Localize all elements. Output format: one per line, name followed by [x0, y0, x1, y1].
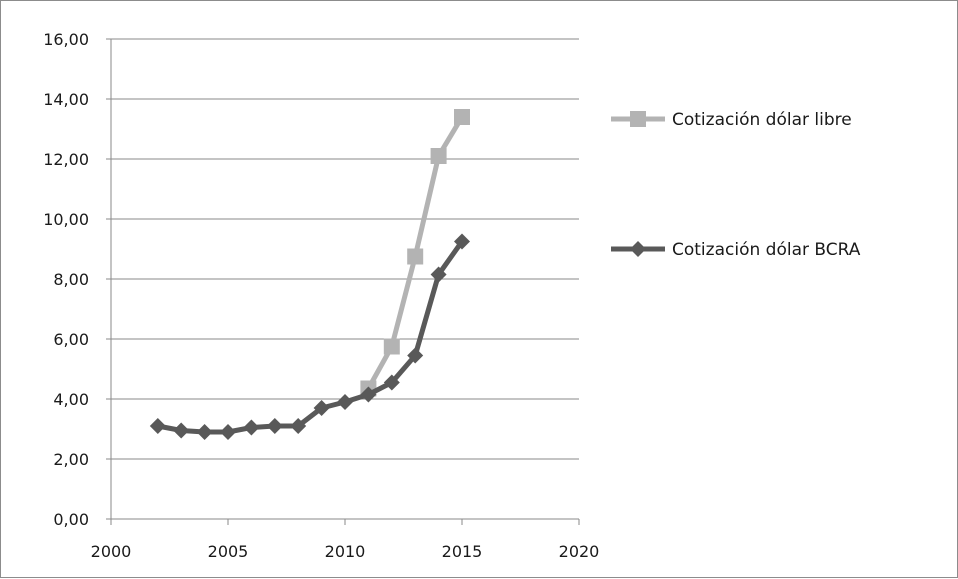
legend-entry: Cotización dólar BCRA [611, 240, 861, 260]
data-point [243, 419, 260, 436]
data-point [454, 109, 470, 125]
data-point [220, 424, 236, 440]
y-tick-label: 16,00 [43, 30, 89, 49]
x-tick-label: 2005 [208, 542, 249, 561]
legend-label: Cotización dólar BCRA [672, 240, 861, 260]
data-point [383, 374, 400, 391]
y-tick-label: 4,00 [53, 390, 89, 409]
legend-label: Cotización dólar libre [672, 110, 852, 130]
data-point [196, 424, 213, 440]
legend: Cotización dólar libre Cotización dólar B… [611, 110, 861, 260]
y-tick-label: 14,00 [43, 90, 89, 109]
data-point [430, 148, 447, 164]
data-point [313, 400, 330, 416]
legend-marker [630, 241, 646, 257]
y-tick-label: 12,00 [43, 150, 89, 169]
series-line [157, 240, 465, 435]
data-point [337, 394, 353, 410]
x-tick-label: 2020 [559, 542, 600, 561]
y-tick-label: 0,00 [53, 510, 89, 529]
legend-marker [630, 111, 646, 127]
data-point [407, 248, 424, 265]
data-point [407, 347, 424, 364]
data-point [149, 418, 166, 434]
x-tick-label: 2015 [442, 542, 483, 561]
gridlines [111, 38, 579, 460]
y-tick-labels: 0,00 2,00 4,00 6,00 8,00 10,00 12,00 14,00 16,00 [43, 30, 89, 529]
x-tick-label: 2000 [91, 542, 132, 561]
data-point [360, 386, 377, 403]
data-point [430, 266, 447, 283]
data-point [173, 422, 190, 439]
data-point [290, 418, 307, 434]
series-dolar-bcra [149, 233, 470, 440]
axes [106, 38, 580, 525]
data-point [266, 418, 283, 434]
legend-entry: Cotización dólar libre [611, 110, 852, 130]
y-tick-label: 2,00 [53, 450, 89, 469]
data-point [454, 233, 470, 250]
y-tick-label: 6,00 [53, 330, 89, 349]
y-tick-label: 10,00 [43, 210, 89, 229]
y-tick-label: 8,00 [53, 270, 89, 289]
data-point [383, 338, 400, 355]
x-tick-labels: 2000 2005 2010 2015 2020 [91, 542, 600, 561]
x-tick-label: 2010 [325, 542, 366, 561]
series-lines [149, 109, 470, 440]
